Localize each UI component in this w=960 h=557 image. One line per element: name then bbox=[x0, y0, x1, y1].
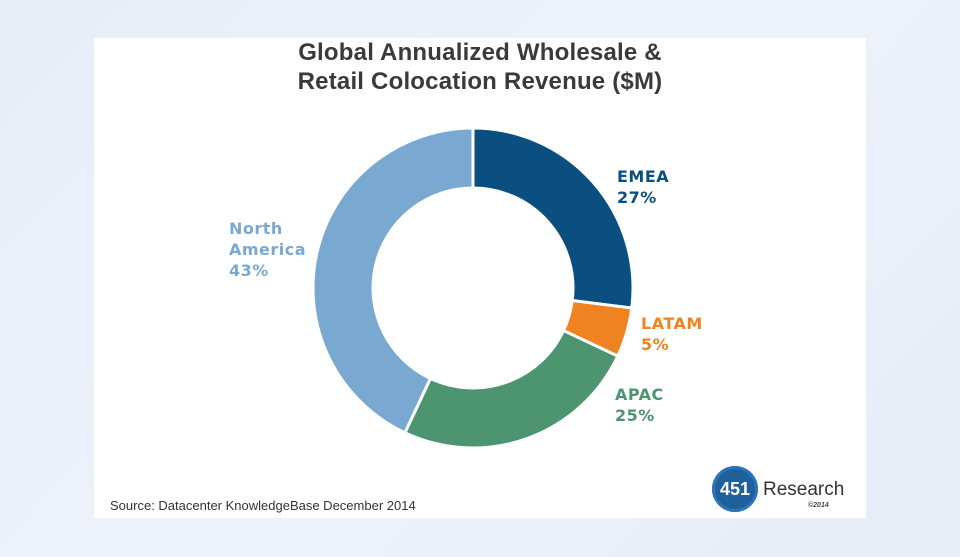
slice-label-apac-value: 25% bbox=[615, 406, 655, 425]
logo-wordmark: Research bbox=[763, 479, 845, 500]
slice-label-apac-name: APAC bbox=[615, 385, 664, 404]
slice-label-latam-value: 5% bbox=[641, 335, 670, 354]
slice-label-north-america-name-1: North bbox=[229, 219, 283, 238]
slice-label-emea-name: EMEA bbox=[617, 167, 670, 186]
chart-title-line-2: Retail Colocation Revenue ($M) bbox=[297, 68, 663, 95]
slice-label-north-america-name-2: America bbox=[229, 240, 307, 259]
slice-label-latam-name: LATAM bbox=[641, 314, 703, 333]
slice-label-emea-value: 27% bbox=[617, 188, 657, 207]
slice-label-latam: LATAM 5% bbox=[641, 313, 703, 355]
logo-badge: 451 bbox=[712, 466, 758, 512]
slice-emea bbox=[471, 126, 635, 310]
slice-label-apac: APAC 25% bbox=[615, 384, 664, 426]
slice-label-north-america: North America 43% bbox=[229, 218, 306, 281]
chart-title: Global Annualized Wholesale & Retail Col… bbox=[0, 38, 960, 96]
slice-apac bbox=[402, 328, 620, 450]
slice-north-america bbox=[311, 126, 475, 435]
slice-label-emea: EMEA 27% bbox=[617, 166, 669, 208]
logo-copyright: ©2014 bbox=[808, 502, 829, 509]
slice-label-north-america-value: 43% bbox=[229, 261, 269, 280]
source-note: Source: Datacenter KnowledgeBase Decembe… bbox=[110, 498, 416, 513]
chart-title-line-1: Global Annualized Wholesale & bbox=[298, 39, 662, 66]
